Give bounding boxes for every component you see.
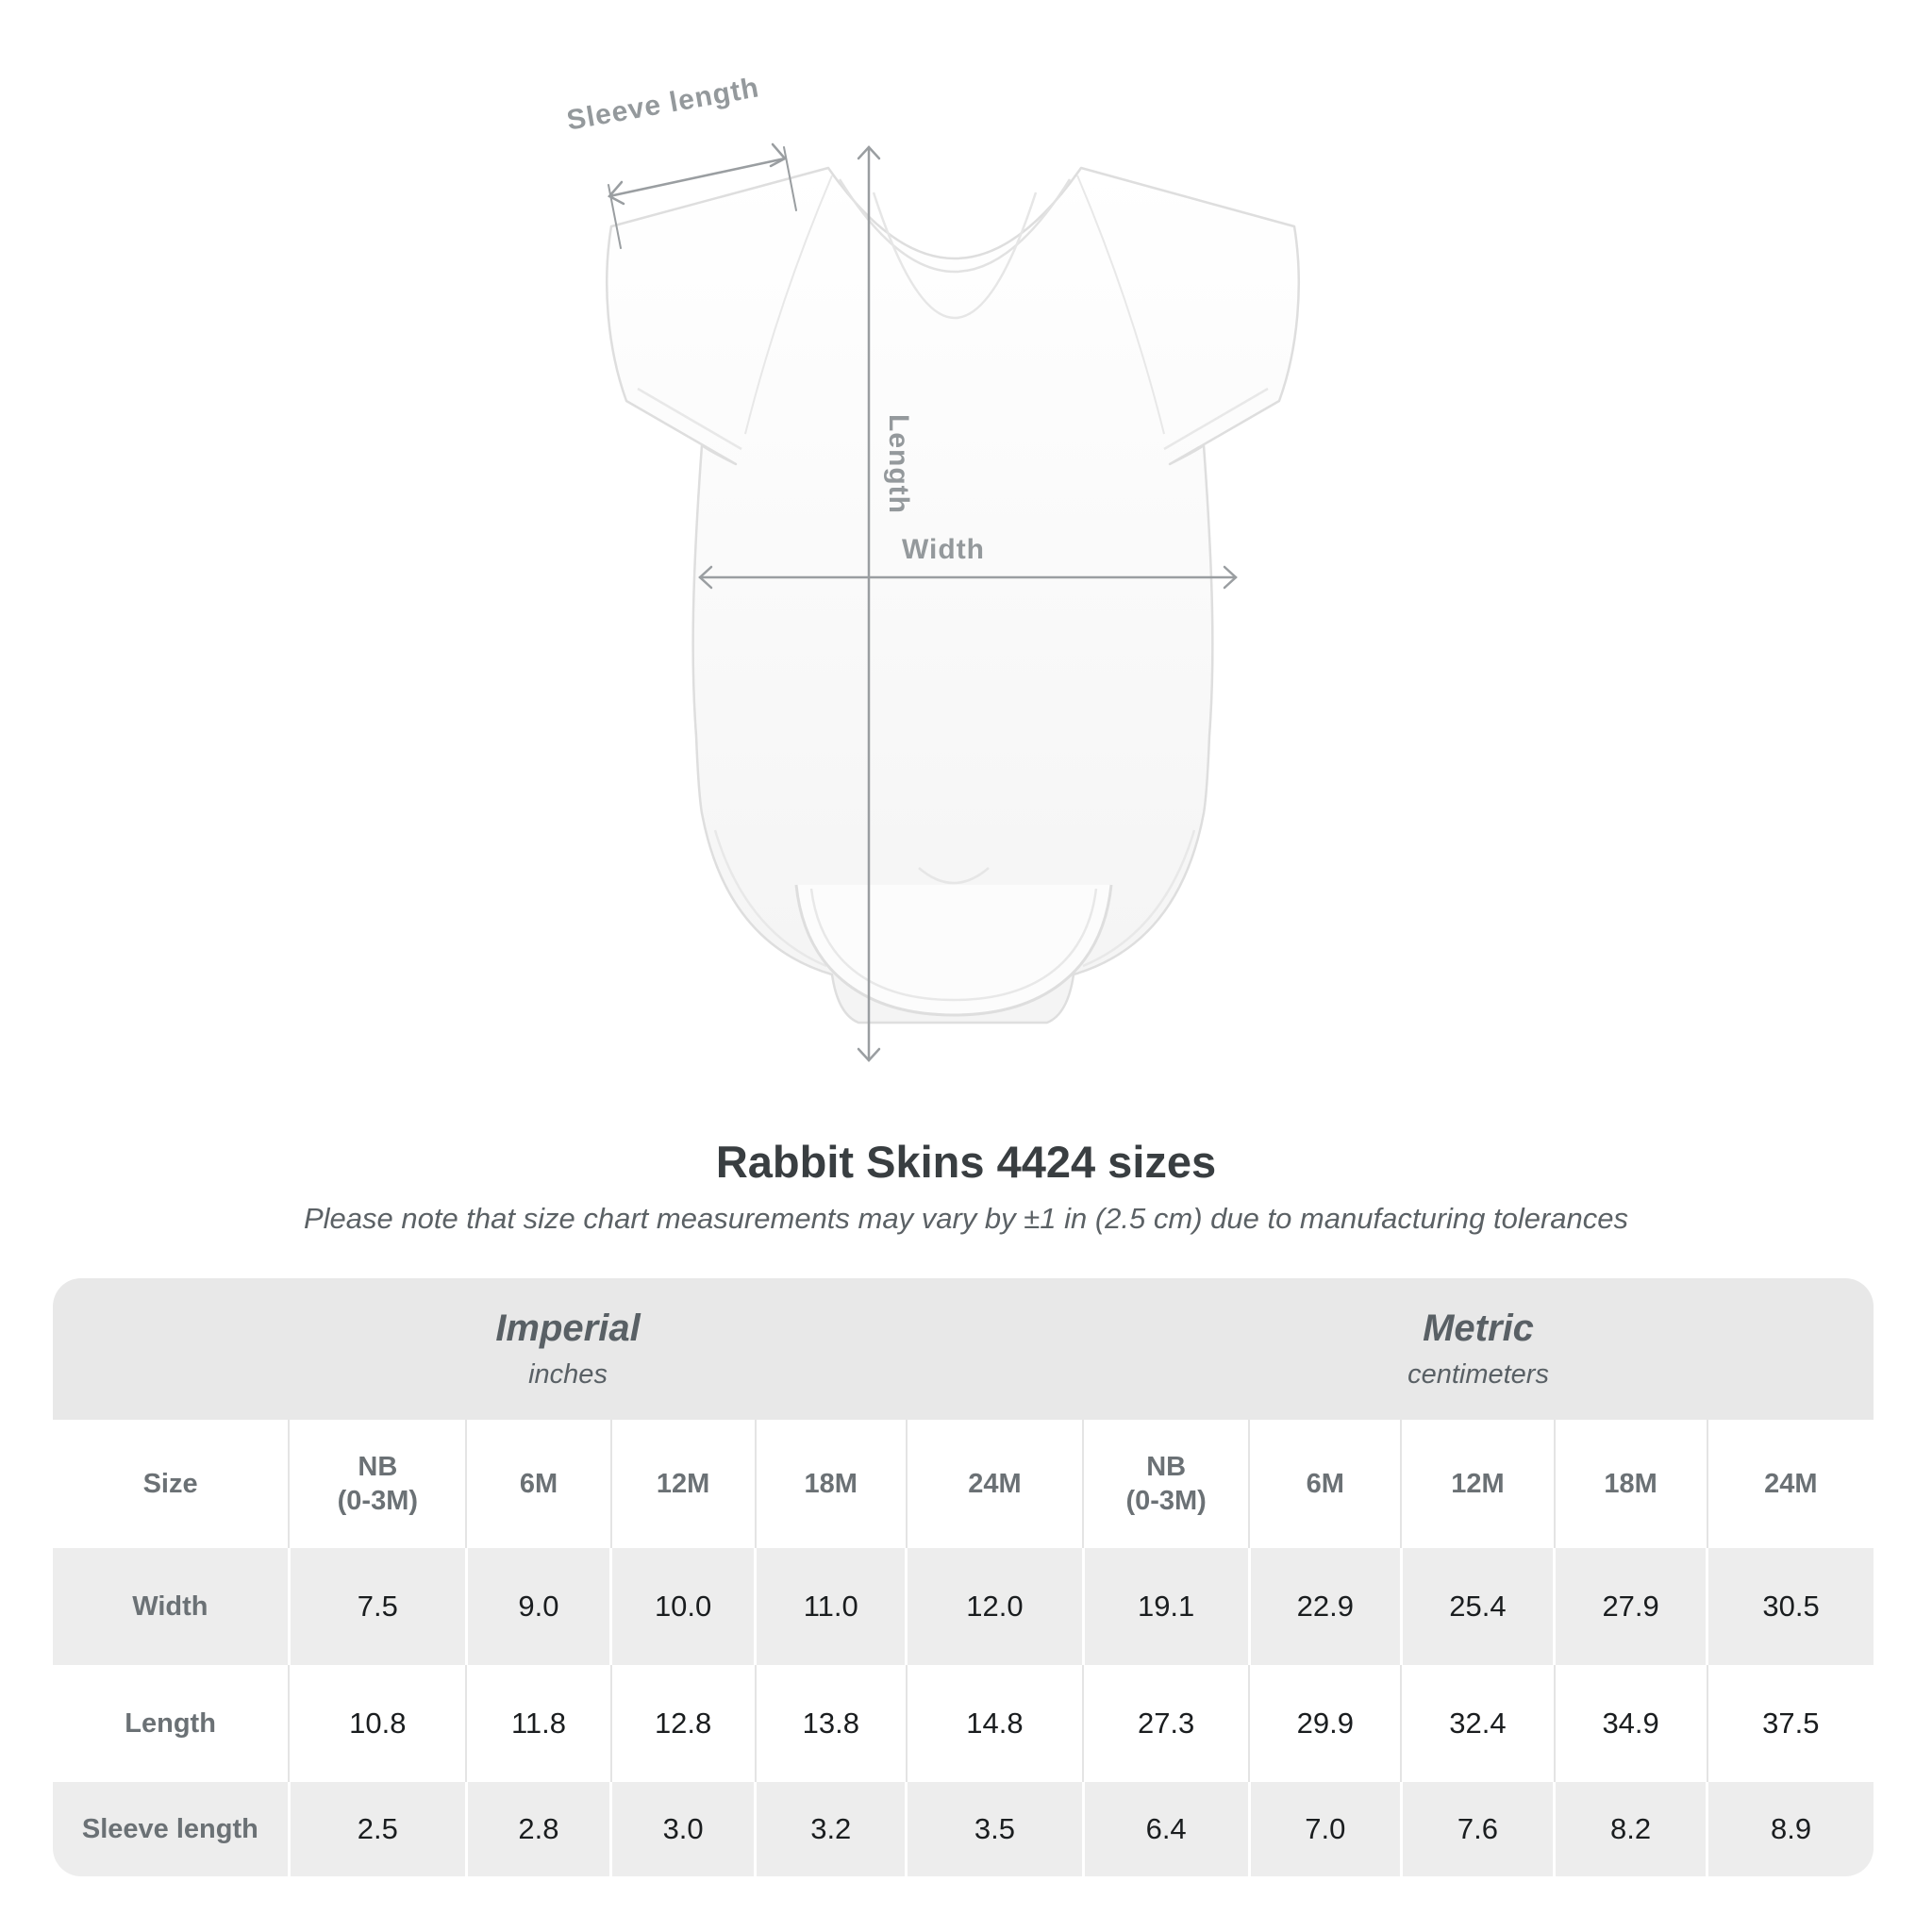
cell: 12.0: [905, 1548, 1084, 1665]
size-table-container: Imperial inches Metric centimeters Size …: [53, 1278, 1874, 1876]
col-header-imp-12m: 12M: [609, 1420, 756, 1548]
page-title: Rabbit Skins 4424 sizes: [715, 1137, 1217, 1187]
cell: 3.0: [609, 1782, 756, 1876]
cell: 29.9: [1248, 1665, 1402, 1782]
length-annotation: Length: [883, 414, 914, 514]
size-header-row: Size NB (0-3M) 6M 12M 18M 24M NB (0-3M) …: [53, 1420, 1874, 1548]
cell: 19.1: [1081, 1548, 1250, 1665]
unit-header-row: Imperial inches Metric centimeters: [53, 1278, 1874, 1420]
cell: 12.8: [609, 1665, 756, 1782]
cell: 27.9: [1553, 1548, 1707, 1665]
col-header-imp-nb: NB (0-3M): [288, 1420, 467, 1548]
col-header-imp-24m: 24M: [905, 1420, 1084, 1548]
cell: 11.0: [754, 1548, 907, 1665]
col-header-met-24m: 24M: [1706, 1420, 1874, 1548]
cell: 37.5: [1706, 1665, 1874, 1782]
cell: 22.9: [1247, 1548, 1402, 1665]
cell: 13.8: [754, 1665, 907, 1782]
length-arrow: [857, 145, 881, 1062]
cell: 34.9: [1553, 1665, 1707, 1782]
cell: 14.8: [905, 1665, 1084, 1782]
col-header-imp-18m: 18M: [754, 1420, 907, 1548]
table-row-length: Length 10.8 11.8 12.8 13.8 14.8 27.3 29.…: [53, 1665, 1874, 1782]
cell: 6.4: [1081, 1782, 1250, 1876]
imperial-unit-label: inches: [528, 1359, 608, 1390]
cell: 8.9: [1706, 1782, 1874, 1876]
onesie-illustration: [606, 166, 1300, 1024]
metric-unit-label: centimeters: [1407, 1359, 1549, 1390]
row-label-length: Length: [53, 1665, 290, 1782]
cell: 3.5: [905, 1782, 1084, 1876]
col-header-met-12m: 12M: [1400, 1420, 1555, 1548]
metric-header: Metric centimeters: [1083, 1278, 1874, 1420]
cell: 10.0: [609, 1548, 756, 1665]
imperial-label: Imperial: [495, 1307, 641, 1349]
row-label-sleeve-length: Sleeve length: [53, 1782, 290, 1876]
imperial-header: Imperial inches: [53, 1278, 1084, 1420]
col-header-met-nb: NB (0-3M): [1082, 1420, 1250, 1548]
cell: 7.6: [1399, 1782, 1555, 1876]
onesie-diagram: [606, 142, 1300, 1062]
cell: 2.5: [287, 1782, 467, 1876]
cell: 11.8: [465, 1665, 611, 1782]
width-annotation: Width: [901, 534, 986, 565]
cell: 25.4: [1399, 1548, 1555, 1665]
width-arrow: [698, 565, 1238, 590]
size-column-header: Size: [53, 1420, 290, 1548]
cell: 7.0: [1247, 1782, 1402, 1876]
sleeve-length-arrow: [608, 142, 797, 249]
col-header-met-18m: 18M: [1553, 1420, 1707, 1548]
metric-label: Metric: [1423, 1307, 1534, 1349]
cell: 30.5: [1706, 1548, 1874, 1665]
cell: 27.3: [1082, 1665, 1250, 1782]
table-row-width: Width 7.5 9.0 10.0 11.0 12.0 19.1 22.9 2…: [53, 1548, 1874, 1665]
tolerance-note: Please note that size chart measurements…: [303, 1202, 1629, 1235]
col-header-met-6m: 6M: [1248, 1420, 1402, 1548]
row-label-width: Width: [53, 1548, 290, 1665]
sleeve-length-annotation: Sleeve length: [564, 72, 762, 137]
cell: 8.2: [1553, 1782, 1707, 1876]
cell: 32.4: [1400, 1665, 1555, 1782]
cell: 3.2: [754, 1782, 907, 1876]
col-header-imp-6m: 6M: [465, 1420, 611, 1548]
cell: 7.5: [287, 1548, 467, 1665]
table-row-sleeve-length: Sleeve length 2.5 2.8 3.0 3.2 3.5 6.4 7.…: [53, 1782, 1874, 1876]
cell: 10.8: [288, 1665, 467, 1782]
cell: 2.8: [464, 1782, 611, 1876]
cell: 9.0: [464, 1548, 611, 1665]
size-table: Imperial inches Metric centimeters Size …: [53, 1278, 1874, 1876]
measurement-arrows: [608, 142, 1238, 1062]
